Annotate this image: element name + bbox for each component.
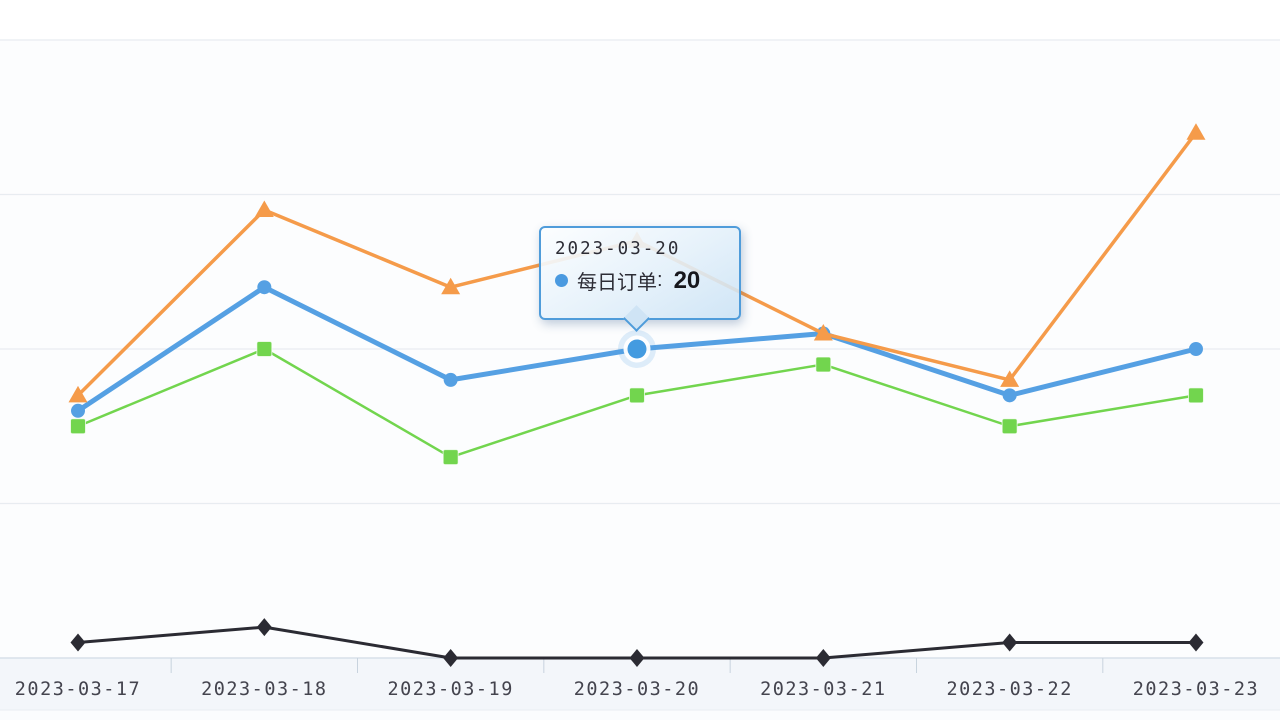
bottom-band <box>0 710 1280 720</box>
data-point-square[interactable] <box>1001 418 1018 435</box>
series-marker-dot <box>555 274 568 287</box>
x-axis-label: 2023-03-18 <box>201 679 327 700</box>
data-point-diamond[interactable] <box>1188 633 1204 652</box>
axis-label-band <box>0 658 1280 710</box>
data-point-triangle[interactable] <box>1000 370 1020 387</box>
data-point-diamond[interactable] <box>256 618 272 637</box>
data-point-square[interactable] <box>70 418 86 435</box>
data-point-triangle[interactable] <box>254 200 274 217</box>
tooltip-series-row: 每日订单 : 20 <box>555 266 725 295</box>
data-point-triangle[interactable] <box>68 385 88 403</box>
tooltip-date: 2023-03-20 <box>555 239 681 259</box>
data-point-square[interactable] <box>815 356 832 373</box>
x-axis-label: 2023-03-17 <box>15 679 141 700</box>
data-point-square[interactable] <box>628 387 645 404</box>
data-point-square[interactable] <box>1187 387 1204 404</box>
top-band <box>0 0 1280 40</box>
tooltip-separator: : <box>657 269 663 291</box>
x-axis-label: 2023-03-23 <box>1133 679 1259 700</box>
data-point-circle[interactable] <box>1002 388 1017 403</box>
data-point-triangle[interactable] <box>1186 123 1206 140</box>
data-point-diamond[interactable] <box>443 649 459 667</box>
data-point-circle[interactable] <box>257 280 272 295</box>
data-point-circle[interactable] <box>71 403 85 418</box>
tooltip-series-label: 每日订单 <box>577 272 657 294</box>
data-point-circle[interactable] <box>1188 342 1203 356</box>
data-point-diamond[interactable] <box>70 633 86 652</box>
x-axis-label: 2023-03-22 <box>946 679 1072 700</box>
data-point-triangle[interactable] <box>441 277 461 295</box>
data-point-square[interactable] <box>256 341 273 357</box>
highlighted-data-point[interactable] <box>627 339 647 359</box>
data-point-square[interactable] <box>442 449 459 466</box>
tooltip-value: 20 <box>673 266 701 294</box>
x-axis-label: 2023-03-21 <box>760 679 886 700</box>
data-point-diamond[interactable] <box>629 649 645 667</box>
x-axis-label: 2023-03-19 <box>387 679 513 700</box>
data-point-circle[interactable] <box>443 372 458 387</box>
chart-tooltip: 2023-03-20 每日订单 : 20 <box>539 226 741 332</box>
data-point-diamond[interactable] <box>1002 633 1018 652</box>
data-point-diamond[interactable] <box>815 649 831 667</box>
data-point-triangle[interactable] <box>813 324 833 341</box>
x-axis-label: 2023-03-20 <box>574 679 700 700</box>
